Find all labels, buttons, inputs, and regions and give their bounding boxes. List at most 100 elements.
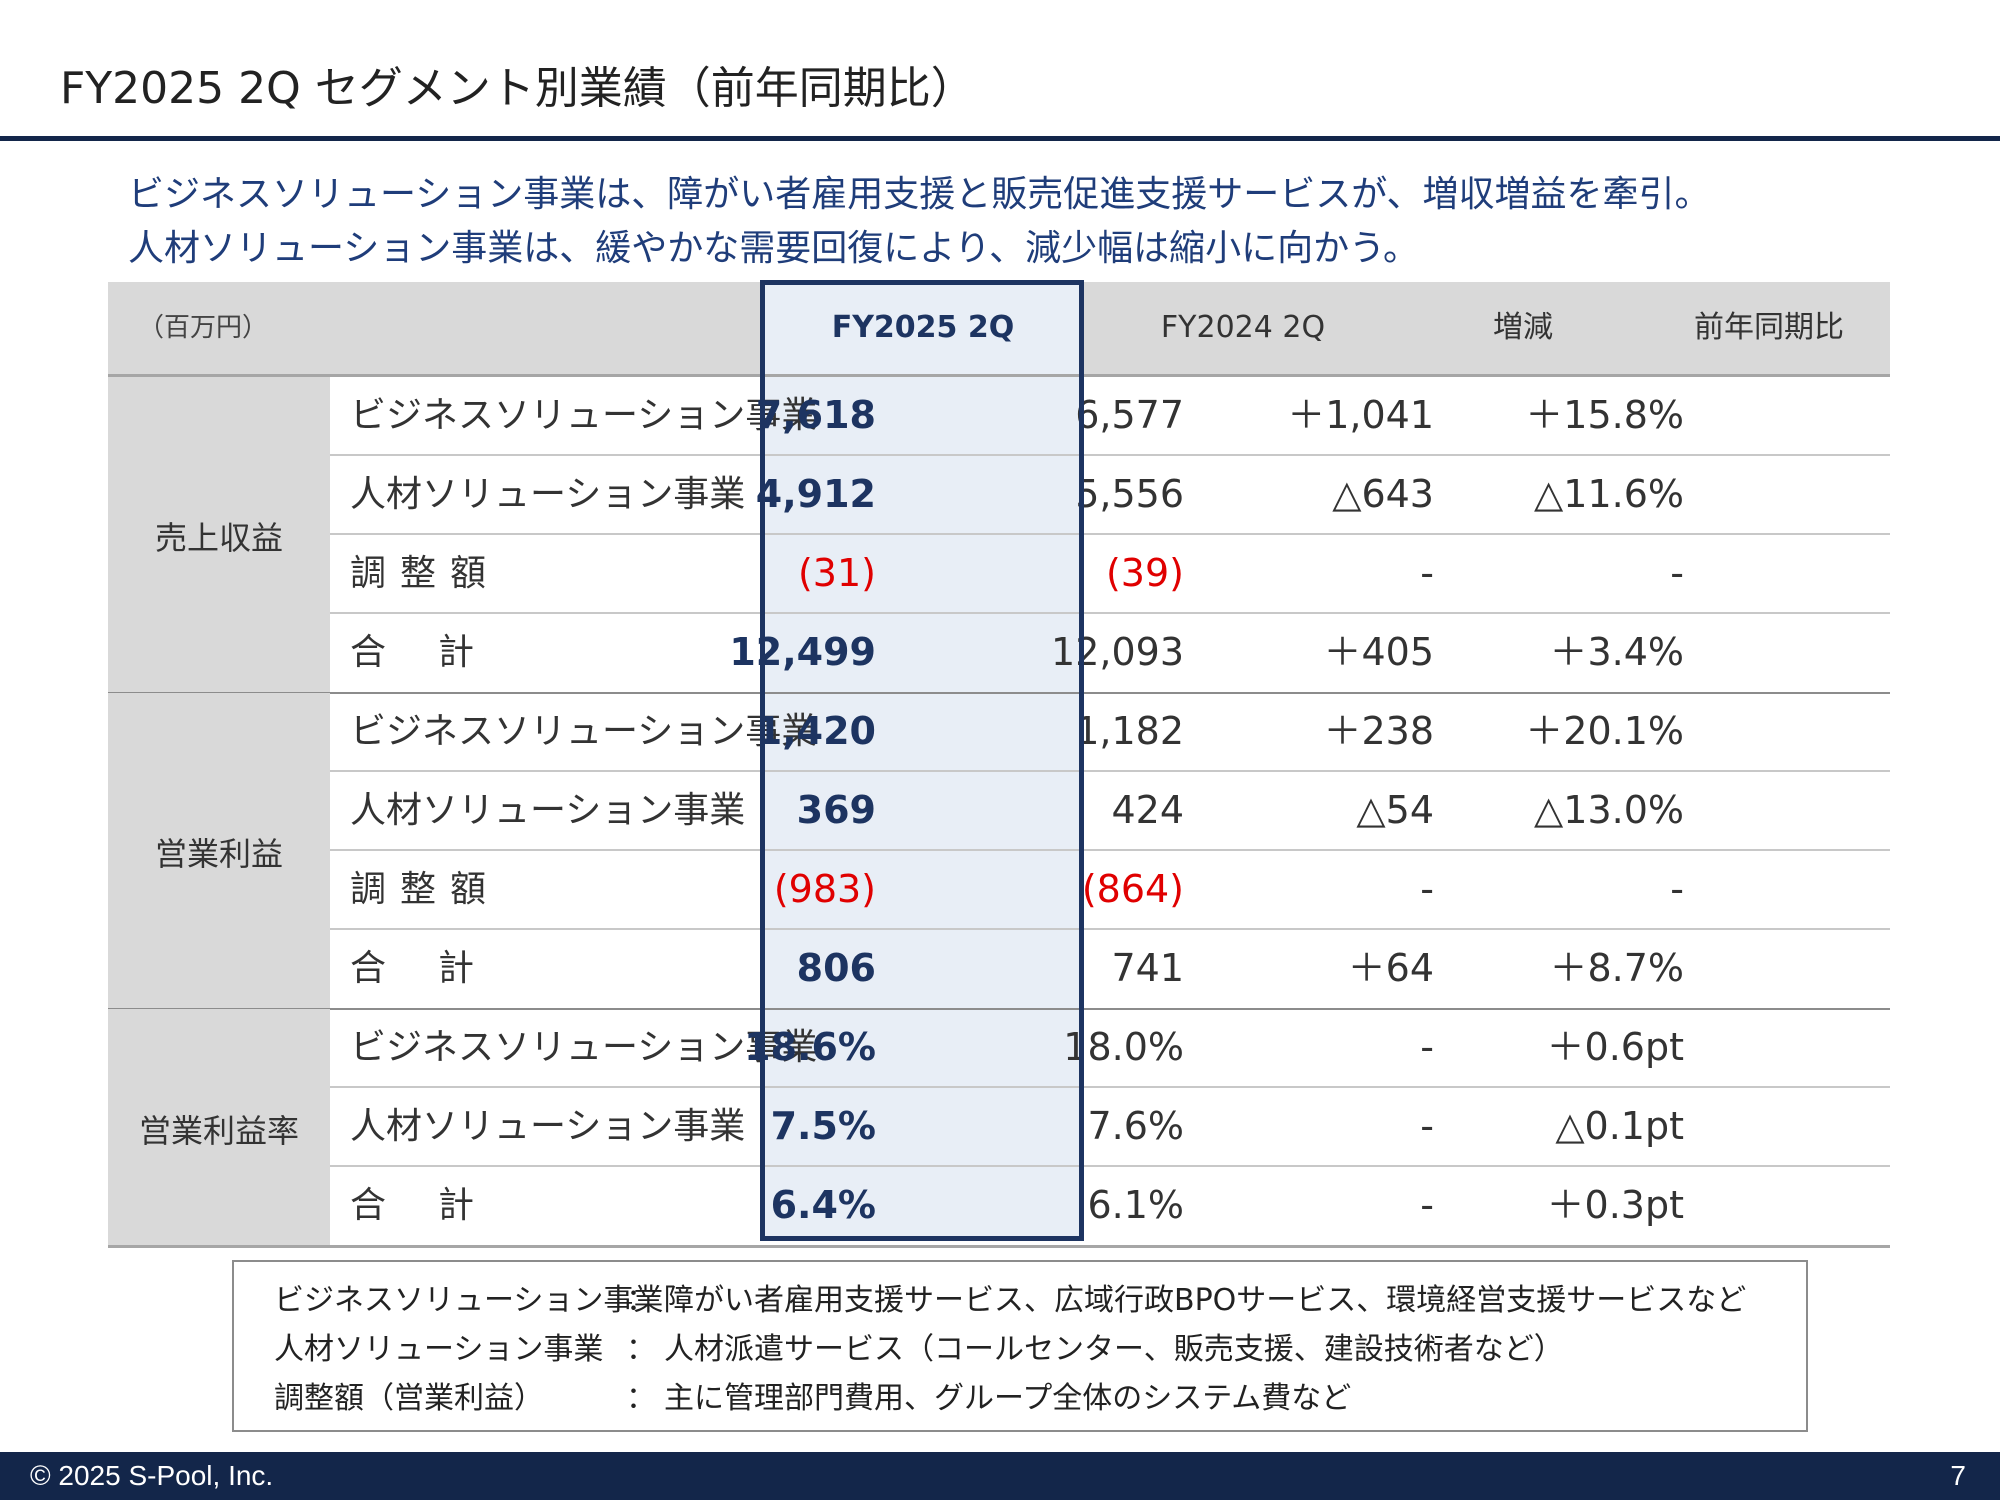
fy2024-value: 424: [1111, 788, 1184, 832]
fy2025-value: 806: [796, 946, 876, 990]
yoy-ratio-value: △11.6%: [1534, 472, 1684, 516]
note-description: 障がい者雇用支援サービス、広域行政BPOサービス、環境経営支援サービスなど: [664, 1283, 1747, 1318]
fy2024-value: (39): [1105, 551, 1184, 595]
fy2025-value: (31): [797, 551, 876, 595]
yoy-ratio-value: △0.1pt: [1555, 1104, 1684, 1148]
table-row: 人材ソリューション事業 7.5% 7.6% - △0.1pt: [330, 1088, 1890, 1167]
table-row: 人材ソリューション事業 4,912 5,556 △643 △11.6%: [330, 456, 1890, 535]
fy2025-value: 7.5%: [770, 1104, 876, 1148]
slide-footer: © 2025 S-Pool, Inc. 7: [0, 1452, 2000, 1500]
fy2024-value: 6,577: [1075, 393, 1184, 437]
group-label-cell: [108, 693, 330, 1009]
title-divider: [0, 136, 2000, 141]
change-value: -: [1420, 867, 1434, 911]
change-value: -: [1420, 1183, 1434, 1227]
note-term: ビジネスソリューション事業: [274, 1283, 664, 1318]
fy2024-value: 6.1%: [1087, 1183, 1184, 1227]
row-label: 人材ソリューション事業: [350, 790, 746, 831]
table-row: ビジネスソリューション事業 18.6% 18.0% - ＋0.6pt: [330, 1009, 1890, 1088]
table-row: 人材ソリューション事業 369 424 △54 △13.0%: [330, 772, 1890, 851]
fy2024-value: 1,182: [1075, 709, 1184, 753]
fy2024-value: (864): [1081, 867, 1184, 911]
fy2024-value: 12,093: [1051, 630, 1184, 674]
header-yoy-ratio: 前年同期比: [1694, 310, 1844, 345]
group-divider: [108, 1008, 1890, 1010]
table-row: 合計 806 741 ＋64 ＋8.7%: [330, 930, 1890, 1009]
change-value: △54: [1356, 788, 1434, 832]
segment-notes-box: ビジネスソリューション事業 ： 障がい者雇用支援サービス、広域行政BPOサービス…: [232, 1260, 1808, 1432]
yoy-ratio-value: ＋8.7%: [1549, 946, 1684, 990]
yoy-ratio-value: ＋3.4%: [1549, 630, 1684, 674]
table-bottom-border: [108, 1245, 1890, 1248]
note-description: 人材派遣サービス（コールセンター、販売支援、建設技術者など）: [664, 1332, 1564, 1367]
change-value: -: [1420, 551, 1434, 595]
current-period-column-highlight: [762, 282, 1084, 1241]
slide-title: FY2025 2Q セグメント別業績（前年同期比）: [60, 63, 975, 114]
change-value: ＋238: [1323, 709, 1434, 753]
table-row: 合計 6.4% 6.1% - ＋0.3pt: [330, 1167, 1890, 1246]
header-fy2025-2q: FY2025 2Q: [831, 310, 1015, 345]
table-row: 合計 12,499 12,093 ＋405 ＋3.4%: [330, 614, 1890, 693]
fy2025-value: 4,912: [755, 472, 876, 516]
yoy-ratio-value: ＋15.8%: [1525, 393, 1684, 437]
fy2025-value: 6.4%: [770, 1183, 876, 1227]
row-label: 調整額: [350, 869, 501, 910]
fy2025-value: 18.6%: [744, 1025, 876, 1069]
yoy-ratio-value: △13.0%: [1534, 788, 1684, 832]
note-colon: ：: [626, 1332, 656, 1367]
slide-subtitle: ビジネスソリューション事業は、障がい者雇用支援と販売促進支援サービスが、増収増益…: [128, 168, 1711, 276]
segment-results-table: （百万円） FY2025 2Q FY2024 2Q 増減 前年同期比 売上収益ビ…: [108, 280, 1890, 1248]
fy2024-value: 741: [1111, 946, 1184, 990]
change-value: ＋405: [1323, 630, 1434, 674]
yoy-ratio-value: ＋20.1%: [1525, 709, 1684, 753]
change-value: ＋1,041: [1287, 393, 1434, 437]
row-label: 人材ソリューション事業: [350, 1106, 746, 1147]
header-change: 増減: [1493, 310, 1553, 345]
fy2025-value: (983): [773, 867, 876, 911]
group-divider: [108, 692, 1890, 694]
row-label: 調整額: [350, 553, 501, 594]
row-label: 合計: [350, 948, 527, 989]
yoy-ratio-value: ＋0.6pt: [1546, 1025, 1684, 1069]
row-label: 人材ソリューション事業: [350, 474, 746, 515]
row-label: 合計: [350, 1185, 527, 1226]
note-description: 主に管理部門費用、グループ全体のシステム費など: [664, 1381, 1352, 1416]
fy2024-value: 7.6%: [1087, 1104, 1184, 1148]
table-row: 調整額 (983) (864) - -: [330, 851, 1890, 930]
fy2025-value: 369: [796, 788, 876, 832]
row-label: 合計: [350, 632, 527, 673]
row-label: ビジネスソリューション事業: [350, 711, 818, 752]
change-value: ＋64: [1347, 946, 1434, 990]
table-row: ビジネスソリューション事業 1,420 1,182 ＋238 ＋20.1%: [330, 693, 1890, 772]
table-row: ビジネスソリューション事業 7,618 6,577 ＋1,041 ＋15.8%: [330, 377, 1890, 456]
fy2025-value: 1,420: [755, 709, 876, 753]
fy2024-value: 18.0%: [1063, 1025, 1184, 1069]
yoy-ratio-value: ＋0.3pt: [1546, 1183, 1684, 1227]
note-colon: ：: [626, 1381, 656, 1416]
page-number: 7: [1950, 1460, 1966, 1491]
fy2025-value: 12,499: [729, 630, 876, 674]
group-label-cell: [108, 377, 330, 693]
group-label: 売上収益: [154, 519, 283, 557]
note-colon: ：: [626, 1283, 656, 1318]
table-row: 調整額 (31) (39) - -: [330, 535, 1890, 614]
fy2025-value: 7,618: [755, 393, 876, 437]
header-fy2024-2q: FY2024 2Q: [1160, 310, 1326, 345]
yoy-ratio-value: -: [1670, 867, 1684, 911]
subtitle-line: ビジネスソリューション事業は、障がい者雇用支援と販売促進支援サービスが、増収増益…: [128, 174, 1711, 215]
change-value: -: [1420, 1025, 1434, 1069]
group-label: 営業利益: [154, 835, 283, 873]
row-label: ビジネスソリューション事業: [350, 1027, 818, 1068]
group-label: 営業利益率: [138, 1111, 299, 1150]
row-label: ビジネスソリューション事業: [350, 395, 818, 436]
note-term: 人材ソリューション事業: [274, 1332, 604, 1367]
subtitle-line: 人材ソリューション事業は、緩やかな需要回復により、減少幅は縮小に向かう。: [128, 228, 1419, 269]
note-term: 調整額（営業利益）: [274, 1381, 544, 1416]
header-divider: [108, 374, 1890, 377]
copyright-text: © 2025 S-Pool, Inc.: [30, 1460, 274, 1491]
change-value: -: [1420, 1104, 1434, 1148]
group-label-cell: [108, 1009, 330, 1246]
change-value: △643: [1332, 472, 1434, 516]
fy2024-value: 5,556: [1075, 472, 1184, 516]
yoy-ratio-value: -: [1670, 551, 1684, 595]
